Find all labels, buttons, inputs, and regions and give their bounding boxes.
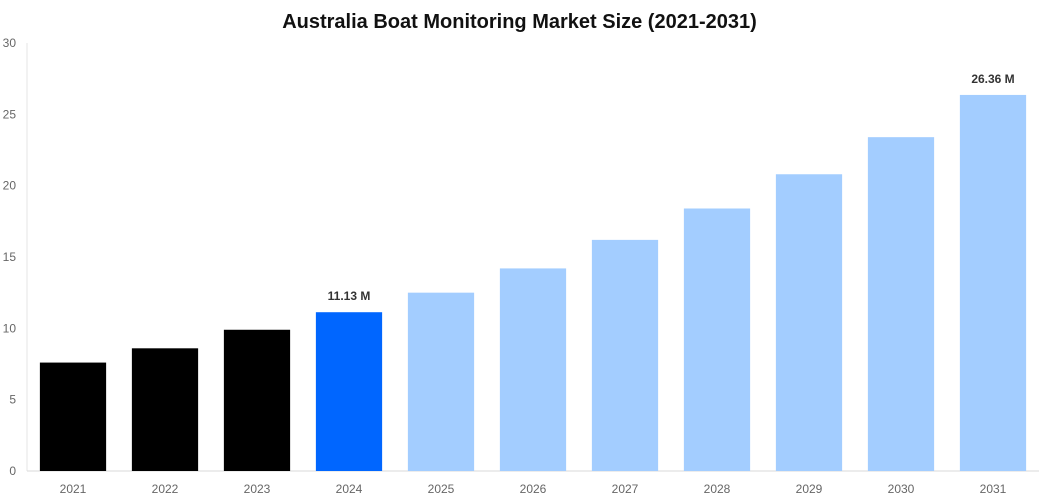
bar-2027 [591, 239, 659, 471]
x-tick-label: 2025 [428, 482, 455, 496]
x-tick-label: 2026 [520, 482, 547, 496]
y-tick-label: 20 [3, 179, 17, 193]
x-axis-ticks: 2021 2022 2023 2024 2025 2026 2027 2028 2029 2030… [60, 482, 1007, 496]
x-tick-label: 2031 [980, 482, 1007, 496]
y-tick-label: 25 [3, 107, 17, 121]
y-tick-label: 10 [3, 321, 17, 335]
bar-2021 [39, 362, 107, 471]
x-tick-label: 2024 [336, 482, 363, 496]
y-tick-label: 30 [3, 36, 17, 50]
data-label: 26.36 M [971, 72, 1014, 86]
bar-2022 [131, 348, 199, 471]
y-tick-label: 0 [9, 464, 16, 478]
x-tick-label: 2028 [704, 482, 731, 496]
x-tick-label: 2029 [796, 482, 823, 496]
data-labels: 11.13 M 26.36 M [328, 72, 1015, 303]
bar-2028 [683, 208, 751, 471]
bar-2025 [407, 292, 475, 471]
bar-2023 [223, 329, 291, 471]
x-tick-label: 2022 [152, 482, 179, 496]
bar-2030 [867, 137, 935, 471]
bar-2031 [959, 94, 1027, 471]
x-tick-label: 2027 [612, 482, 639, 496]
data-label: 11.13 M [328, 289, 371, 303]
y-tick-label: 15 [3, 250, 17, 264]
x-tick-label: 2021 [60, 482, 87, 496]
bar-series [39, 94, 1027, 471]
x-tick-label: 2023 [244, 482, 271, 496]
bar-2026 [499, 268, 567, 471]
bar-2029 [775, 174, 843, 471]
y-tick-label: 5 [9, 393, 16, 407]
chart-title: Australia Boat Monitoring Market Size (2… [282, 11, 757, 33]
y-axis-ticks: 0 5 10 15 20 25 30 [3, 36, 17, 478]
x-tick-label: 2030 [888, 482, 915, 496]
bar-2024 [315, 312, 383, 471]
